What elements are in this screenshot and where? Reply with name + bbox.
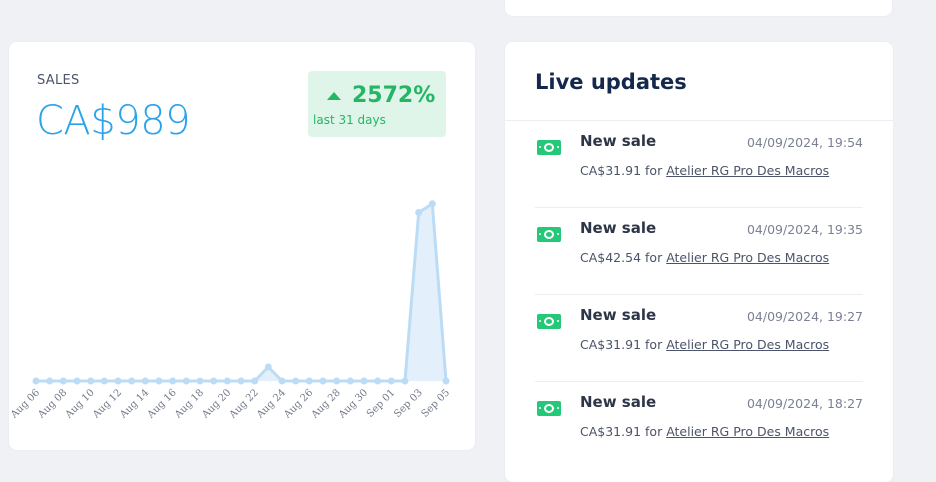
triangle-up-icon	[327, 92, 341, 100]
update-time: 04/09/2024, 18:27	[746, 396, 863, 411]
chart-area	[36, 203, 446, 381]
chart-point[interactable]	[237, 377, 245, 385]
growth-percent: 2572%	[352, 83, 436, 108]
update-for: for	[645, 163, 663, 178]
product-link[interactable]: Atelier RG Pro Des Macros	[666, 163, 830, 178]
chart-point[interactable]	[169, 377, 177, 385]
divider	[505, 120, 893, 121]
chart-point[interactable]	[196, 377, 204, 385]
money-bill-icon	[537, 314, 561, 329]
product-link[interactable]: Atelier RG Pro Des Macros	[666, 424, 830, 439]
chart-point[interactable]	[100, 377, 108, 385]
divider	[535, 294, 863, 295]
x-tick-label: Aug 24	[254, 387, 288, 421]
x-tick-label: Aug 20	[200, 387, 234, 421]
update-amount: CA$31.91	[580, 424, 642, 439]
chart-point[interactable]	[141, 377, 149, 385]
money-bill-icon	[537, 227, 561, 242]
x-tick-label: Sep 01	[365, 387, 398, 420]
chart-point[interactable]	[182, 377, 190, 385]
update-type: New sale	[580, 306, 657, 324]
chart-point[interactable]	[292, 377, 300, 385]
chart-point[interactable]	[415, 209, 423, 216]
chart-point[interactable]	[319, 377, 327, 385]
x-tick-label: Aug 14	[118, 387, 152, 421]
update-type: New sale	[580, 132, 657, 150]
x-tick-label: Aug 22	[227, 387, 261, 421]
x-tick-label: Aug 26	[282, 387, 316, 421]
chart-point[interactable]	[346, 377, 354, 385]
chart-point[interactable]	[387, 377, 395, 385]
x-tick-label: Aug 10	[63, 387, 97, 421]
chart-point[interactable]	[428, 200, 436, 208]
divider	[535, 381, 863, 382]
update-time: 04/09/2024, 19:27	[746, 309, 863, 324]
x-tick-label: Aug 28	[309, 387, 343, 421]
chart-point[interactable]	[251, 377, 259, 385]
chart-point[interactable]	[223, 377, 231, 385]
live-update-item: New sale 04/09/2024, 19:27 CA$31.91 for At…	[535, 295, 863, 382]
update-type: New sale	[580, 219, 657, 237]
money-bill-icon	[537, 140, 561, 155]
chart-point[interactable]	[374, 377, 382, 385]
money-bill-icon	[537, 401, 561, 416]
update-amount: CA$31.91	[580, 337, 642, 352]
chart-point[interactable]	[210, 377, 218, 385]
chart-point[interactable]	[305, 377, 313, 385]
chart-point[interactable]	[46, 377, 54, 385]
x-tick-label: Aug 12	[90, 387, 124, 421]
chart-point[interactable]	[155, 377, 163, 385]
chart-point[interactable]	[333, 377, 341, 385]
chart-point[interactable]	[87, 377, 95, 385]
live-update-item: New sale 04/09/2024, 19:54 CA$31.91 for At…	[535, 121, 863, 208]
x-tick-label: Aug 16	[145, 387, 179, 421]
chart-point[interactable]	[264, 363, 272, 371]
sales-card: SALES CA$989 2572% last 31 days Aug 06 Au…	[9, 42, 475, 450]
live-update-item: New sale 04/09/2024, 19:35 CA$42.54 for At…	[535, 208, 863, 295]
x-tick-label: Aug 06	[9, 387, 42, 421]
live-updates-card: Live updates New sale 04/09/2024, 19:54 CA…	[505, 42, 893, 482]
chart-point[interactable]	[360, 377, 368, 385]
chart-point[interactable]	[114, 377, 122, 385]
chart-point[interactable]	[73, 377, 81, 385]
x-tick-label: Aug 30	[336, 387, 370, 421]
chart-line	[36, 202, 448, 383]
sales-total: CA$989	[36, 98, 191, 144]
x-tick-label: Aug 18	[172, 387, 206, 421]
x-tick-label: Sep 05	[420, 387, 453, 420]
sales-label: SALES	[37, 73, 80, 88]
product-link[interactable]: Atelier RG Pro Des Macros	[666, 337, 830, 352]
update-detail: CA$42.54 for Atelier RG Pro Des Macros	[580, 250, 829, 265]
x-tick-label: Aug 08	[36, 387, 70, 421]
chart-point[interactable]	[278, 377, 286, 385]
chart-point[interactable]	[32, 377, 40, 385]
top-card	[505, 0, 892, 16]
update-for: for	[645, 337, 663, 352]
update-detail: CA$31.91 for Atelier RG Pro Des Macros	[580, 424, 829, 439]
x-tick-label: Sep 03	[392, 387, 425, 420]
update-type: New sale	[580, 393, 657, 411]
live-update-item: New sale 04/09/2024, 18:27 CA$31.91 for At…	[535, 382, 863, 469]
update-for: for	[645, 424, 663, 439]
growth-period: last 31 days	[313, 113, 386, 127]
update-amount: CA$42.54	[580, 250, 642, 265]
update-detail: CA$31.91 for Atelier RG Pro Des Macros	[580, 337, 829, 352]
update-time: 04/09/2024, 19:35	[746, 222, 863, 237]
update-amount: CA$31.91	[580, 163, 642, 178]
live-updates-title: Live updates	[535, 70, 687, 94]
chart-point[interactable]	[128, 377, 136, 385]
divider	[535, 207, 863, 208]
growth-badge: 2572% last 31 days	[308, 71, 446, 137]
chart-point[interactable]	[59, 377, 67, 385]
update-time: 04/09/2024, 19:54	[746, 135, 863, 150]
update-for: for	[645, 250, 663, 265]
chart-point[interactable]	[442, 377, 450, 385]
chart-point[interactable]	[401, 377, 409, 385]
product-link[interactable]: Atelier RG Pro Des Macros	[666, 250, 830, 265]
update-detail: CA$31.91 for Atelier RG Pro Des Macros	[580, 163, 829, 178]
